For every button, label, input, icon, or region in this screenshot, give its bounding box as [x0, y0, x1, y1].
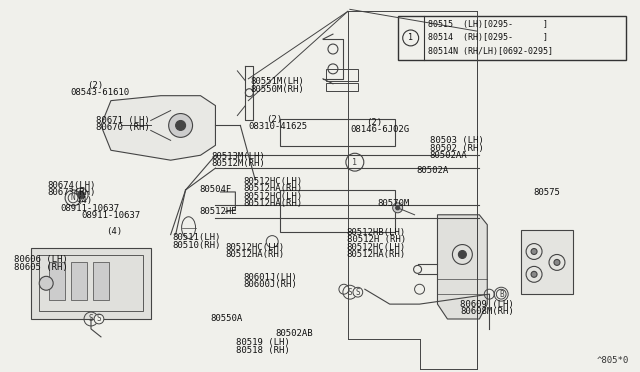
Text: 80512HC(LH): 80512HC(LH) — [244, 192, 303, 201]
Text: S: S — [89, 314, 93, 324]
Circle shape — [169, 113, 193, 137]
Text: 80601J(LH): 80601J(LH) — [244, 273, 298, 282]
Text: 80605 (RH): 80605 (RH) — [14, 263, 68, 272]
Text: 80502AA: 80502AA — [429, 151, 467, 160]
Bar — [71, 262, 87, 300]
Bar — [280, 119, 395, 146]
Circle shape — [531, 248, 537, 254]
Bar — [39, 256, 143, 311]
Text: (4): (4) — [106, 227, 122, 236]
Bar — [326, 69, 358, 81]
Text: 80503 (LH): 80503 (LH) — [429, 137, 483, 145]
Circle shape — [531, 271, 537, 277]
Text: 80512HC(LH): 80512HC(LH) — [347, 243, 406, 252]
Text: 80512HA(RH): 80512HA(RH) — [244, 185, 303, 193]
Text: 80550M(RH): 80550M(RH) — [250, 85, 303, 94]
Text: B: B — [499, 290, 504, 299]
Text: 80502AB: 80502AB — [275, 329, 313, 338]
Text: 08310-41625: 08310-41625 — [248, 122, 308, 131]
Text: 08543-61610: 08543-61610 — [70, 89, 129, 97]
Text: 80512HB(LH): 80512HB(LH) — [347, 228, 406, 237]
Text: S: S — [348, 288, 352, 297]
Text: S: S — [356, 288, 360, 297]
Text: 08911-10637: 08911-10637 — [81, 211, 140, 220]
Bar — [521, 230, 573, 294]
Text: 80608M(RH): 80608M(RH) — [460, 307, 514, 316]
Text: B: B — [499, 290, 504, 299]
Text: 80606 (LH): 80606 (LH) — [14, 255, 68, 264]
Text: 80502A: 80502A — [417, 166, 449, 175]
Text: 80570M: 80570M — [378, 199, 410, 208]
Text: 80609 (LH): 80609 (LH) — [460, 300, 514, 309]
Text: 80551M(LH): 80551M(LH) — [250, 77, 303, 86]
Text: 08911-10637: 08911-10637 — [60, 203, 119, 213]
Text: N: N — [79, 190, 83, 199]
Text: (2): (2) — [88, 81, 104, 90]
Text: 80512M(RH): 80512M(RH) — [212, 159, 266, 169]
Text: 80512HA(RH): 80512HA(RH) — [347, 250, 406, 259]
Text: N: N — [70, 193, 76, 202]
Text: 80514  (RH)[0295-      ]: 80514 (RH)[0295- ] — [428, 33, 548, 42]
Text: 80600J(RH): 80600J(RH) — [244, 280, 298, 289]
Text: ^805*0: ^805*0 — [596, 356, 628, 365]
Text: 80514N (RH/LH)[0692-0295]: 80514N (RH/LH)[0692-0295] — [428, 47, 552, 57]
Text: 80550A: 80550A — [211, 314, 243, 323]
Bar — [326, 83, 358, 91]
Text: 80510(RH): 80510(RH) — [172, 241, 221, 250]
Text: (2): (2) — [266, 115, 282, 124]
Polygon shape — [101, 96, 216, 160]
Text: 80504F: 80504F — [199, 185, 231, 194]
Text: 80512HE: 80512HE — [199, 206, 237, 216]
Circle shape — [554, 259, 560, 265]
Text: 08146-6J02G: 08146-6J02G — [351, 125, 410, 134]
Text: 80513M(LH): 80513M(LH) — [212, 152, 266, 161]
Text: 80512HA(RH): 80512HA(RH) — [244, 199, 303, 208]
Text: 80673(RH): 80673(RH) — [47, 188, 95, 197]
Circle shape — [393, 203, 403, 213]
Bar — [397, 16, 626, 60]
Bar — [31, 247, 151, 319]
Text: 80519 (LH): 80519 (LH) — [236, 339, 290, 347]
Text: 80512HA(RH): 80512HA(RH) — [226, 250, 285, 259]
Bar — [49, 262, 65, 300]
Text: 80512HC(LH): 80512HC(LH) — [226, 243, 285, 252]
Text: 80670 (RH): 80670 (RH) — [96, 123, 150, 132]
Text: 1: 1 — [408, 33, 413, 42]
Text: 80512H (RH): 80512H (RH) — [347, 235, 406, 244]
Text: 80674(LH): 80674(LH) — [47, 181, 95, 190]
Circle shape — [175, 121, 186, 131]
Text: 80671 (LH): 80671 (LH) — [96, 116, 150, 125]
Polygon shape — [438, 215, 487, 319]
Text: 80515  (LH)[0295-      ]: 80515 (LH)[0295- ] — [428, 20, 548, 29]
Text: 80511(LH): 80511(LH) — [172, 233, 221, 242]
Text: N: N — [71, 193, 76, 202]
Bar — [93, 262, 109, 300]
Circle shape — [39, 276, 53, 290]
Text: 1: 1 — [353, 158, 357, 167]
Text: 80575: 80575 — [534, 188, 561, 197]
Text: 80502 (RH): 80502 (RH) — [429, 144, 483, 153]
Circle shape — [458, 250, 467, 259]
Text: 80512HC(LH): 80512HC(LH) — [244, 177, 303, 186]
Text: (4): (4) — [77, 196, 93, 205]
Bar — [280, 190, 395, 232]
Circle shape — [396, 206, 399, 210]
Text: 80518 (RH): 80518 (RH) — [236, 346, 290, 355]
Text: (2): (2) — [366, 118, 382, 127]
Circle shape — [77, 191, 85, 199]
Text: S: S — [97, 314, 101, 324]
